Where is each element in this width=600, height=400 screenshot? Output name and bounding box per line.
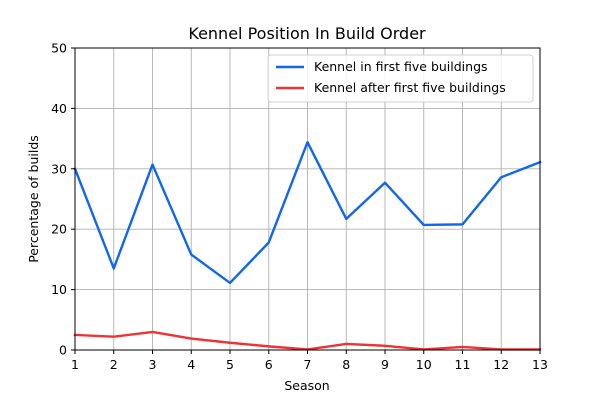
x-tick-label: 8 xyxy=(342,357,350,372)
legend: Kennel in first five buildings Kennel af… xyxy=(267,54,534,103)
x-axis-label: Season xyxy=(284,378,329,393)
x-tick-label: 5 xyxy=(226,357,234,372)
y-tick-label: 20 xyxy=(51,222,67,237)
y-tick-label: 10 xyxy=(51,282,67,297)
x-tick-label: 9 xyxy=(381,357,389,372)
series-line-after-five xyxy=(73,330,542,351)
x-tick-label: 4 xyxy=(187,357,195,372)
x-tick-label: 13 xyxy=(532,357,548,372)
x-tick-label: 6 xyxy=(265,357,273,372)
y-axis-label: Percentage of builds xyxy=(26,135,41,263)
series-lines xyxy=(73,141,542,351)
x-tick-label: 11 xyxy=(455,357,471,372)
legend-label-first-five: Kennel in first five buildings xyxy=(314,59,488,74)
chart-title: Kennel Position In Build Order xyxy=(188,24,426,43)
x-tick-label: 2 xyxy=(110,357,118,372)
y-tick-label: 40 xyxy=(51,101,67,116)
x-tick-label: 12 xyxy=(493,357,509,372)
x-tick-label: 3 xyxy=(149,357,157,372)
x-tick-label: 7 xyxy=(304,357,312,372)
x-tick-label: 1 xyxy=(71,357,79,372)
y-tick-label: 30 xyxy=(51,161,67,176)
legend-box xyxy=(267,54,534,103)
y-tick-label: 0 xyxy=(59,343,67,358)
x-tick-label: 10 xyxy=(416,357,432,372)
y-tick-label: 50 xyxy=(51,41,67,56)
legend-label-after-five: Kennel after first five buildings xyxy=(314,80,506,95)
series-line-first-five xyxy=(73,141,542,285)
